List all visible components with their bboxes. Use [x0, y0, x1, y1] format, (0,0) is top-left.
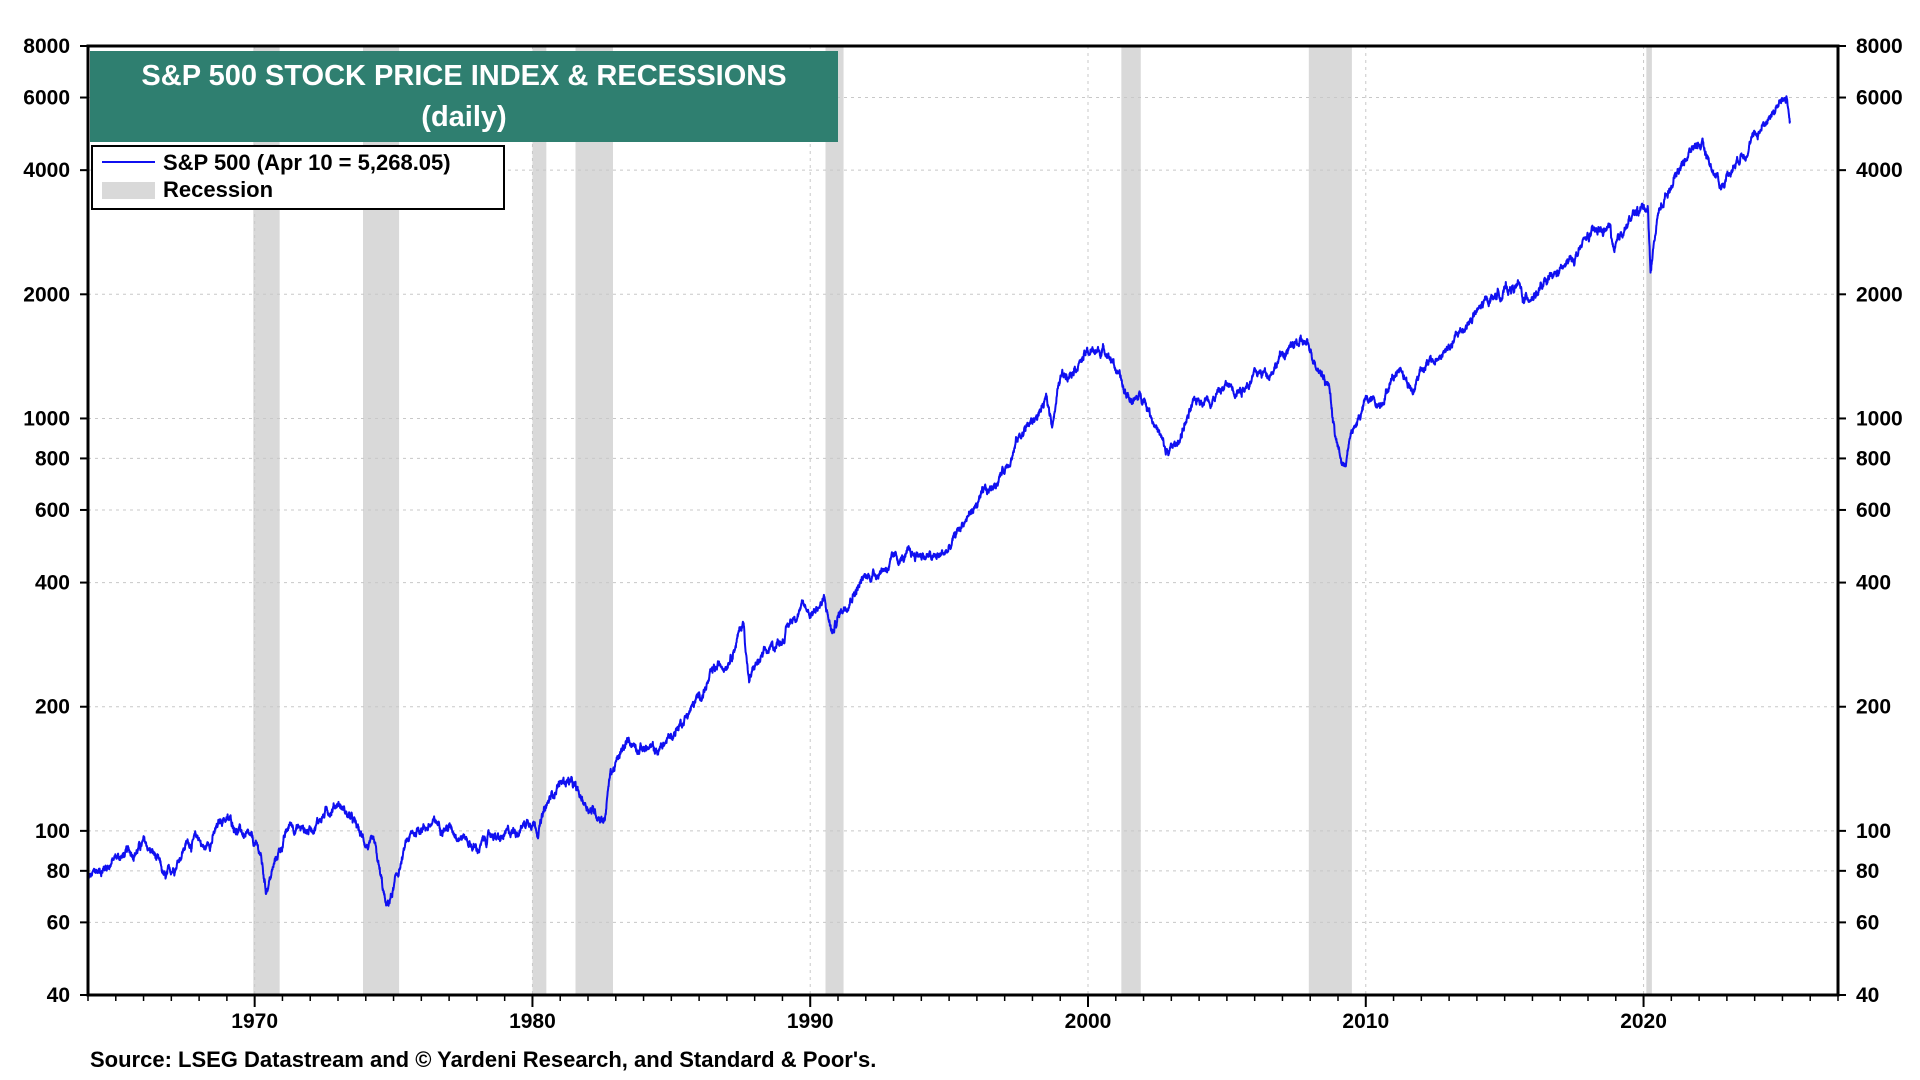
y-tick-label-right: 8000 [1856, 35, 1903, 58]
recession-band-4 [825, 46, 844, 995]
y-tick-label-right: 4000 [1856, 159, 1903, 182]
y-tick-label-left: 600 [35, 499, 70, 522]
y-tick-label-left: 6000 [23, 87, 70, 110]
legend: S&P 500 (Apr 10 = 5,268.05) Recession [91, 145, 505, 210]
y-tick-label-left: 60 [47, 911, 70, 934]
y-tick-label-right: 60 [1856, 911, 1879, 934]
y-tick-label-right: 1000 [1856, 407, 1903, 430]
y-tick-label-right: 400 [1856, 572, 1891, 595]
legend-series-label: S&P 500 (Apr 10 = 5,268.05) [163, 150, 451, 175]
chart-subtitle: (daily) [421, 101, 506, 133]
chart-title: S&P 500 STOCK PRICE INDEX & RECESSIONS [141, 60, 786, 92]
y-tick-label-left: 2000 [23, 283, 70, 306]
x-tick-label: 2010 [1342, 1010, 1389, 1033]
y-tick-label-left: 4000 [23, 159, 70, 182]
y-tick-label-left: 800 [35, 447, 70, 470]
gridlines [88, 46, 1838, 995]
y-tick-label-right: 600 [1856, 499, 1891, 522]
y-tick-label-right: 100 [1856, 820, 1891, 843]
recession-band-2 [532, 46, 547, 995]
series-line-sp500 [87, 95, 1791, 907]
y-tick-label-right: 2000 [1856, 283, 1903, 306]
y-tick-label-right: 6000 [1856, 87, 1903, 110]
y-tick-label-right: 200 [1856, 696, 1891, 719]
y-tick-label-left: 1000 [23, 407, 70, 430]
y-axis-right: 40 60 80 100 200 400 600 800 1000 2000 4000 6000 800… [1838, 35, 1903, 1007]
x-tick-label: 1980 [509, 1010, 556, 1033]
y-tick-label-left: 80 [47, 860, 70, 883]
series-layer [87, 95, 1791, 907]
legend-recession-label: Recession [163, 177, 273, 202]
recession-band-6 [1308, 46, 1352, 995]
y-tick-label-left: 40 [47, 984, 70, 1007]
recession-band-5 [1121, 46, 1141, 995]
legend-box [91, 145, 505, 210]
y-tick-label-right: 80 [1856, 860, 1879, 883]
plot-frame [86, 44, 1840, 997]
recession-band-3 [575, 46, 613, 995]
title-box: S&P 500 STOCK PRICE INDEX & RECESSIONS (… [90, 51, 838, 142]
x-tick-label: 1990 [787, 1010, 834, 1033]
y-axis-left: 40 60 80 100 200 400 600 800 1000 2000 4000 6000 800… [23, 35, 88, 1007]
title-background [90, 51, 838, 142]
y-tick-label-left: 400 [35, 572, 70, 595]
x-tick-label: 2020 [1620, 1010, 1667, 1033]
legend-recession-swatch [102, 182, 155, 199]
y-tick-label-left: 200 [35, 696, 70, 719]
recession-band-7 [1646, 46, 1652, 995]
x-axis: 1970 1980 1990 2000 2010 2020 [87, 995, 1839, 1033]
x-tick-label: 1970 [231, 1010, 278, 1033]
y-tick-label-left: 100 [35, 820, 70, 843]
y-tick-label-left: 8000 [23, 35, 70, 58]
y-tick-label-right: 40 [1856, 984, 1879, 1007]
source-note: Source: LSEG Datastream and © Yardeni Re… [90, 1047, 876, 1072]
x-tick-label: 2000 [1065, 1010, 1112, 1033]
y-tick-label-right: 800 [1856, 447, 1891, 470]
